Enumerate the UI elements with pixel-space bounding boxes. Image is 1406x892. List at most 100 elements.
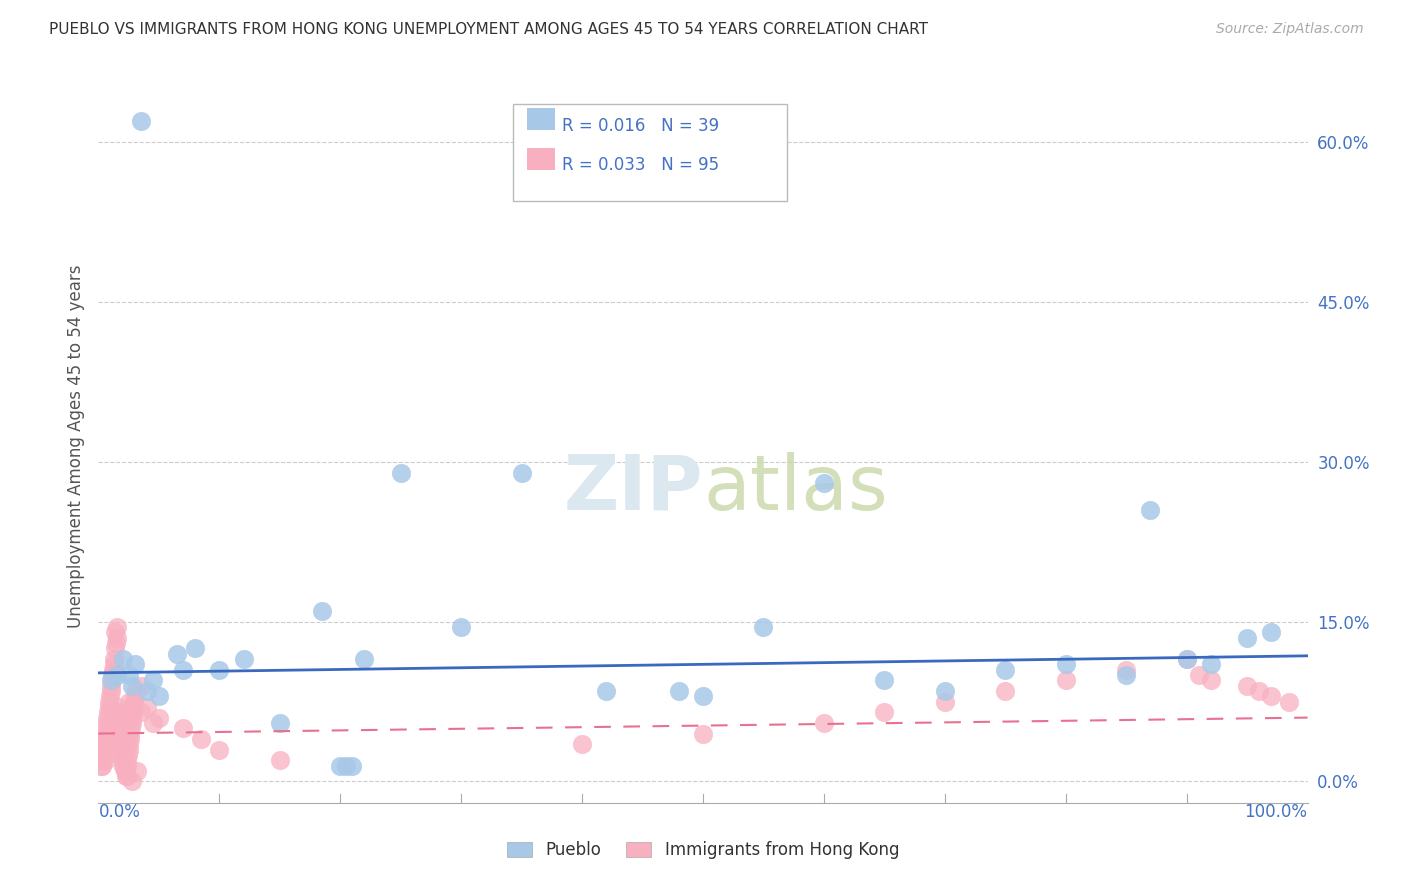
Point [1199,657,1222,672]
Point [118,737,141,751]
Text: 100.0%: 100.0% [1244,803,1308,821]
Point [269,753,291,767]
Point [112,747,135,762]
Point [122,706,145,720]
Point [111,737,134,751]
Point [120,721,142,735]
Point [105,631,128,645]
Point [1260,690,1282,704]
Point [135,700,157,714]
Point [100,673,122,688]
Point [752,620,775,634]
Point [114,764,136,778]
Point [112,753,135,767]
Point [118,742,141,756]
Point [103,657,125,672]
Point [104,625,127,640]
Point [100,684,122,698]
Text: atlas: atlas [703,452,887,525]
Point [353,652,375,666]
Point [121,679,143,693]
Point [269,715,291,730]
Point [342,758,364,772]
Point [510,466,533,480]
Point [1115,663,1137,677]
Text: 0.0%: 0.0% [98,803,141,821]
Point [114,769,136,783]
Point [1236,679,1258,693]
Point [103,652,125,666]
Point [329,758,352,772]
Point [172,721,194,735]
Point [1115,668,1137,682]
Point [166,647,188,661]
Point [668,684,690,698]
Point [117,769,139,783]
Point [1236,631,1258,645]
Point [104,641,127,656]
Point [1054,673,1077,688]
Point [121,715,143,730]
Point [124,690,146,704]
Point [91,753,114,767]
Point [813,715,835,730]
Point [111,652,134,666]
Y-axis label: Unemployment Among Ages 45 to 54 years: Unemployment Among Ages 45 to 54 years [66,264,84,628]
Point [111,758,134,772]
Point [120,726,142,740]
Point [98,695,121,709]
Point [1249,684,1271,698]
Point [105,668,128,682]
Point [595,684,617,698]
Point [98,690,121,704]
Point [104,636,127,650]
Point [107,706,129,720]
Point [117,747,139,762]
Point [97,726,120,740]
Point [1139,503,1161,517]
Point [148,710,170,724]
Point [129,679,152,693]
Point [122,695,145,709]
Point [1054,657,1077,672]
Point [108,742,131,756]
Point [148,690,170,704]
Point [105,620,128,634]
Point [97,700,120,714]
Point [1175,652,1198,666]
Point [311,604,333,618]
Point [101,663,124,677]
Point [93,737,115,751]
Text: R = 0.016   N = 39: R = 0.016 N = 39 [562,117,720,135]
Point [121,710,143,724]
Point [692,726,714,740]
Point [112,758,135,772]
Point [100,673,122,688]
Point [934,695,956,709]
Point [118,695,141,709]
Point [184,641,207,656]
Point [101,737,124,751]
Point [172,663,194,677]
Point [115,758,138,772]
Point [90,753,112,767]
Point [994,663,1017,677]
Point [335,758,357,772]
Point [96,715,118,730]
Point [129,114,152,128]
Point [91,747,114,762]
Point [94,753,117,767]
Point [118,668,141,682]
Point [100,679,122,693]
Point [93,742,115,756]
Text: ZIP: ZIP [564,452,703,525]
Point [232,652,254,666]
Point [101,668,124,682]
Point [94,726,117,740]
Point [108,715,131,730]
Point [122,700,145,714]
Point [389,466,412,480]
Point [1188,668,1211,682]
Point [125,684,148,698]
Point [115,764,138,778]
